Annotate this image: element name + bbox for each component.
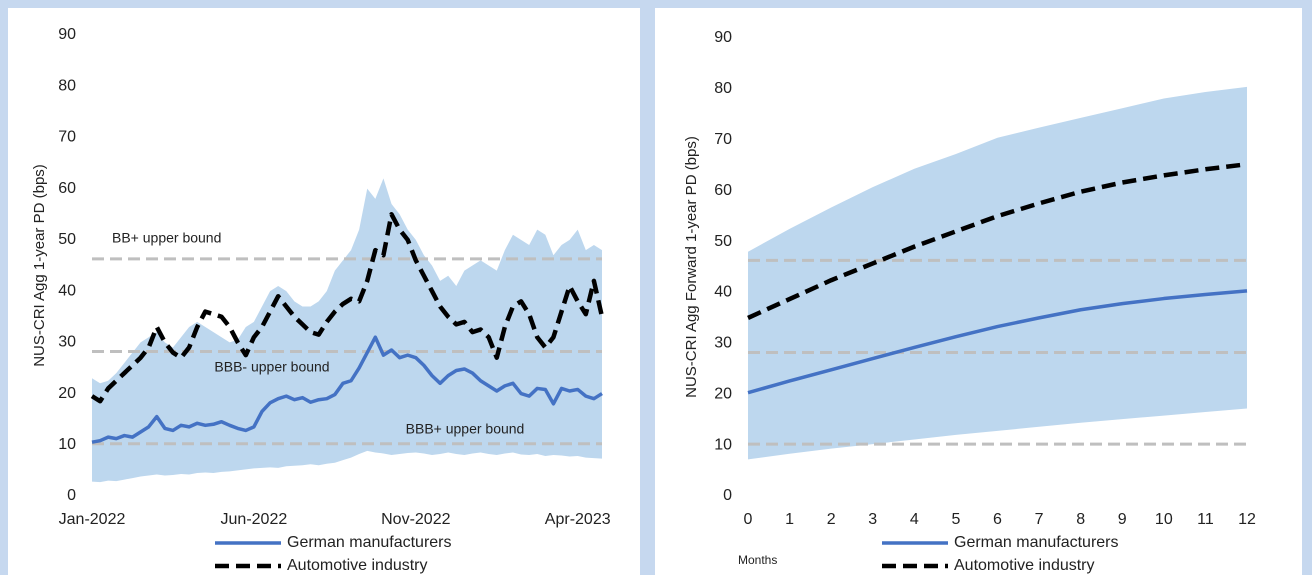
y-tick-label: 50 (714, 233, 732, 250)
y-tick-label: 0 (723, 487, 732, 504)
reference-label: BB+ upper bound (112, 230, 221, 246)
x-tick-label: Jun-2022 (221, 511, 288, 528)
x-tick-label: 8 (1076, 511, 1085, 528)
x-tick-label: 11 (1197, 511, 1214, 528)
y-tick-label: 90 (58, 26, 76, 43)
y-tick-label: 0 (67, 487, 76, 504)
x-tick-label: 9 (1118, 511, 1127, 528)
y-tick-label: 90 (714, 29, 732, 46)
x-tick-label: 7 (1035, 511, 1044, 528)
y-tick-label: 40 (58, 282, 76, 299)
x-tick-label: 10 (1155, 511, 1173, 528)
y-tick-label: 10 (58, 436, 76, 453)
reference-label: BBB- upper bound (214, 358, 329, 374)
x-tick-label: 5 (951, 511, 960, 528)
y-tick-label: 30 (58, 334, 76, 351)
x-tick-label: Jan-2022 (59, 511, 126, 528)
x-tick-label: 2 (827, 511, 836, 528)
y-axis-title: NUS-CRI Agg Forward 1-year PD (bps) (683, 136, 700, 398)
x-axis-title: Months (738, 553, 777, 567)
y-tick-label: 30 (714, 335, 732, 352)
x-tick-label: 6 (993, 511, 1002, 528)
y-tick-label: 70 (58, 129, 76, 146)
y-tick-label: 60 (714, 182, 732, 199)
legend-label: Automotive industry (287, 557, 428, 574)
legend-label: German manufacturers (287, 534, 452, 551)
y-axis-title: NUS-CRI Agg 1-year PD (bps) (31, 164, 48, 367)
reference-label: BBB+ upper bound (406, 420, 525, 436)
series-line (747, 161, 1248, 320)
x-tick-label: 3 (868, 511, 877, 528)
legend-label: Automotive industry (954, 557, 1095, 574)
series-line (90, 212, 605, 404)
y-tick-label: 20 (58, 385, 76, 402)
x-tick-label: 1 (785, 511, 794, 528)
confidence-band (92, 178, 602, 483)
y-tick-label: 60 (58, 180, 76, 197)
y-tick-label: 10 (714, 436, 732, 453)
y-tick-label: 80 (714, 80, 732, 97)
x-tick-label: 12 (1238, 511, 1256, 528)
x-tick-label: 4 (910, 511, 919, 528)
x-tick-label: 0 (744, 511, 753, 528)
x-tick-label: Nov-2022 (381, 511, 450, 528)
y-tick-label: 40 (714, 284, 732, 301)
x-tick-label: Apr-2023 (545, 511, 611, 528)
y-tick-label: 20 (714, 385, 732, 402)
y-tick-label: 70 (714, 131, 732, 148)
y-tick-label: 80 (58, 77, 76, 94)
legend-label: German manufacturers (954, 534, 1119, 551)
series-line (747, 289, 1248, 395)
confidence-band (748, 86, 1247, 460)
y-tick-label: 50 (58, 231, 76, 248)
series-line (91, 335, 603, 444)
